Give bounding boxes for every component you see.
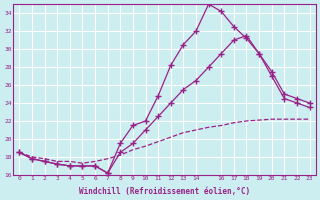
X-axis label: Windchill (Refroidissement éolien,°C): Windchill (Refroidissement éolien,°C) [79, 187, 250, 196]
